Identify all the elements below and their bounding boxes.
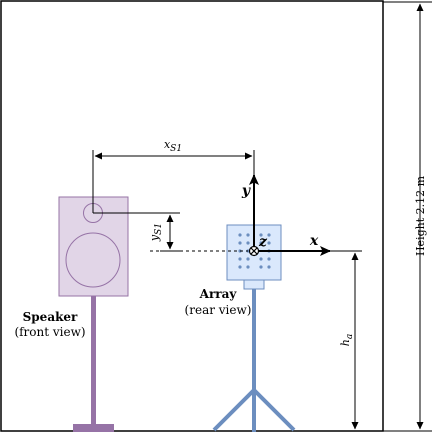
speaker-subtitle: (front view) <box>14 325 85 339</box>
x-offset-label: xS1 <box>164 138 182 154</box>
microphone-dot <box>267 241 271 245</box>
microphone-dot <box>267 257 271 261</box>
microphone-dot <box>246 241 250 245</box>
speaker: Speaker (front view) <box>14 196 129 432</box>
microphone-dot <box>238 233 242 237</box>
room-boundary <box>0 0 384 432</box>
microphone-dot <box>267 233 271 237</box>
microphone-dot <box>238 241 242 245</box>
microphone-dot <box>246 233 250 237</box>
array-title: Array <box>199 287 238 301</box>
microphone-dot <box>238 265 242 269</box>
speaker-stand-pole <box>91 296 96 426</box>
microphone-dot <box>238 257 242 261</box>
microphone-dot <box>259 233 263 237</box>
speaker-woofer <box>65 232 121 288</box>
speaker-stand-base <box>73 424 114 432</box>
room-height-dimension: Height 2.12 m <box>383 1 432 432</box>
array-mount <box>243 279 265 290</box>
z-axis-label: z <box>258 234 268 250</box>
speaker-title: Speaker <box>23 310 78 324</box>
microphone-dot <box>267 265 271 269</box>
microphone-dot <box>246 265 250 269</box>
array-height-dimension: ha <box>330 250 362 430</box>
array-height-label: ha <box>339 334 355 346</box>
microphone-dot <box>259 241 263 245</box>
x-offset-dimension: xS1 <box>92 138 255 213</box>
room-height-label: Height 2.12 m <box>414 175 427 256</box>
y-offset-label: yS1 <box>148 223 164 242</box>
coordinate-axes: x y z <box>241 174 331 257</box>
microphone-dot <box>259 265 263 269</box>
microphone-dot <box>259 257 263 261</box>
array-subtitle: (rear view) <box>185 303 252 317</box>
y-offset-dimension: yS1 <box>93 212 180 252</box>
microphone-dot <box>246 257 250 261</box>
y-axis-label: y <box>241 183 251 199</box>
microphone-grid <box>238 233 271 269</box>
x-axis-label: x <box>309 233 319 249</box>
